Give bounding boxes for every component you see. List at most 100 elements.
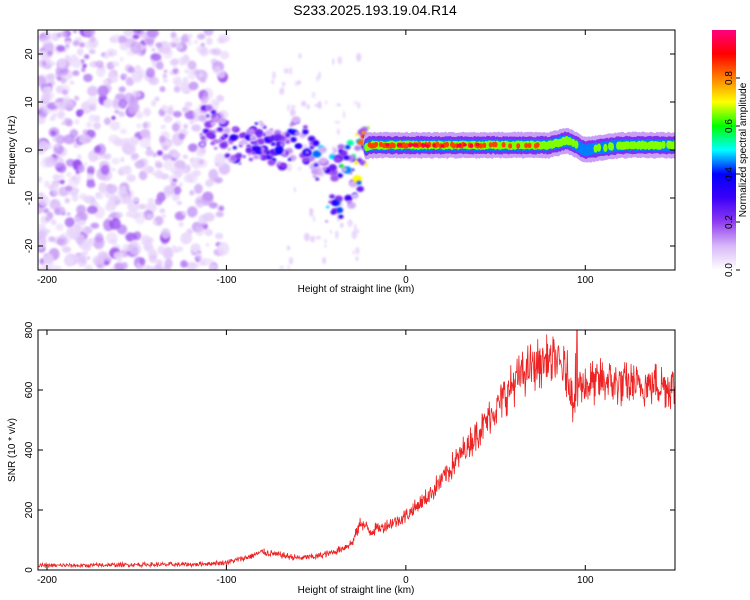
heatmap-ridge-blob (224, 123, 228, 127)
heatmap-speckle (126, 174, 136, 183)
heatmap-speckle (102, 79, 110, 85)
x-tick-label: 100 (577, 275, 594, 286)
heatmap-ridge-blob (246, 144, 251, 148)
heatmap-speckle (50, 130, 57, 136)
heatmap-speckle (81, 67, 86, 73)
heatmap-ridge-cell (609, 142, 614, 151)
heatmap-ridge-cell (409, 143, 414, 147)
heatmap-speckle (192, 222, 204, 233)
heatmap-speckle (121, 143, 134, 154)
y-tick-label: -10 (24, 190, 35, 205)
heatmap-speckle (180, 233, 190, 245)
heatmap-speckle (150, 267, 156, 270)
heatmap-speckle (303, 144, 308, 149)
snr-x-ticks: -200 -100 0 100 (37, 330, 594, 586)
heatmap-speckle (154, 96, 160, 102)
heatmap-speckle (148, 255, 158, 264)
heatmap-speckle (162, 153, 171, 161)
heatmap-speckle (76, 204, 86, 215)
heatmap-speckle (286, 103, 291, 112)
heatmap-speckle (145, 67, 156, 78)
heatmap-ridge-blob (238, 140, 245, 146)
heatmap-ridge-blob (283, 153, 287, 157)
heatmap-speckle (62, 89, 68, 96)
heatmap-ridge-blob (361, 130, 366, 135)
heatmap-speckle (151, 53, 162, 61)
heatmap-ridge-cell (625, 141, 631, 150)
heatmap-speckle (169, 70, 176, 76)
heatmap-speckle (90, 222, 100, 229)
heatmap-speckle (187, 171, 198, 184)
heatmap-ridge-blob (337, 144, 345, 150)
heatmap-speckle (309, 208, 314, 217)
heatmap-ridge-blob (344, 145, 351, 150)
heatmap-ridge-blob (328, 164, 337, 172)
heatmap-speckle (187, 70, 196, 80)
heatmap-ridge-blob (352, 175, 363, 183)
heatmap-speckle (45, 216, 50, 222)
heatmap-speckle (111, 61, 120, 67)
heatmap-speckle (83, 73, 93, 83)
heatmap-speckle (197, 33, 206, 40)
heatmap-speckle (136, 123, 142, 129)
heatmap-speckle (43, 253, 54, 264)
heatmap-speckle (120, 156, 125, 163)
heatmap-ridge-blob (247, 153, 252, 156)
heatmap-speckle (148, 76, 159, 86)
heatmap-ridge-blob (224, 153, 231, 159)
heatmap-ridge-blob (198, 115, 207, 122)
heatmap-speckle (133, 91, 142, 98)
heatmap-speckle (217, 37, 226, 44)
heatmap-speckle (182, 76, 189, 85)
heatmap-speckle (288, 257, 294, 265)
heatmap-ridge-blob (364, 163, 369, 167)
heatmap-speckle (109, 120, 121, 131)
heatmap-speckle (162, 48, 173, 59)
heatmap-speckle (161, 228, 171, 240)
snr-y-axis-label: SNR (10 * v/v) (7, 418, 18, 482)
heatmap-ridge-blob (312, 150, 322, 158)
heatmap-speckle (357, 101, 361, 109)
x-tick-label: 0 (403, 275, 409, 286)
heatmap-ridge-blob (331, 200, 339, 206)
heatmap-speckle (57, 110, 65, 120)
heatmap-ridge-blob (354, 145, 362, 151)
heatmap-speckle (136, 68, 145, 79)
heatmap-speckle (103, 260, 110, 266)
heatmap-speckle (64, 255, 74, 267)
heatmap-speckle (176, 246, 184, 253)
heatmap-speckle (157, 245, 165, 255)
heatmap-ridge-blob (268, 153, 274, 158)
heatmap-speckle (198, 214, 208, 226)
heatmap-ridge-blob (241, 132, 247, 137)
colorbar-tick-label: 0.8 (724, 71, 735, 85)
heatmap-speckle (46, 73, 55, 81)
heatmap-speckle (301, 100, 307, 107)
heatmap-speckle (117, 258, 123, 263)
heatmap-ridge-blob (355, 133, 359, 137)
heatmap-speckle (114, 109, 120, 114)
heatmap-speckle (322, 257, 327, 264)
heatmap-speckle (63, 134, 76, 145)
heatmap-speckle (181, 165, 191, 174)
heatmap-speckle (186, 228, 194, 235)
heatmap-speckle (45, 59, 52, 65)
heatmap-ridge-blob (210, 110, 217, 115)
heatmap-speckle (312, 215, 316, 222)
heatmap-speckle (190, 243, 201, 253)
heatmap-speckle (43, 207, 50, 214)
heatmap-ridge-blob (223, 133, 229, 139)
heatmap-speckle (162, 78, 168, 83)
heatmap-speckle (72, 70, 80, 76)
page-title: S233.2025.193.19.04.R14 (293, 2, 457, 18)
heatmap-speckle (75, 252, 82, 257)
heatmap-speckle (297, 80, 302, 85)
heatmap-speckle (135, 111, 144, 119)
heatmap-ridge-cell (417, 141, 422, 148)
heatmap-speckle (172, 123, 180, 132)
heatmap-speckle (184, 101, 193, 108)
heatmap-speckle (200, 42, 205, 47)
heatmap-speckle (355, 247, 360, 255)
heatmap-speckle (77, 255, 87, 267)
